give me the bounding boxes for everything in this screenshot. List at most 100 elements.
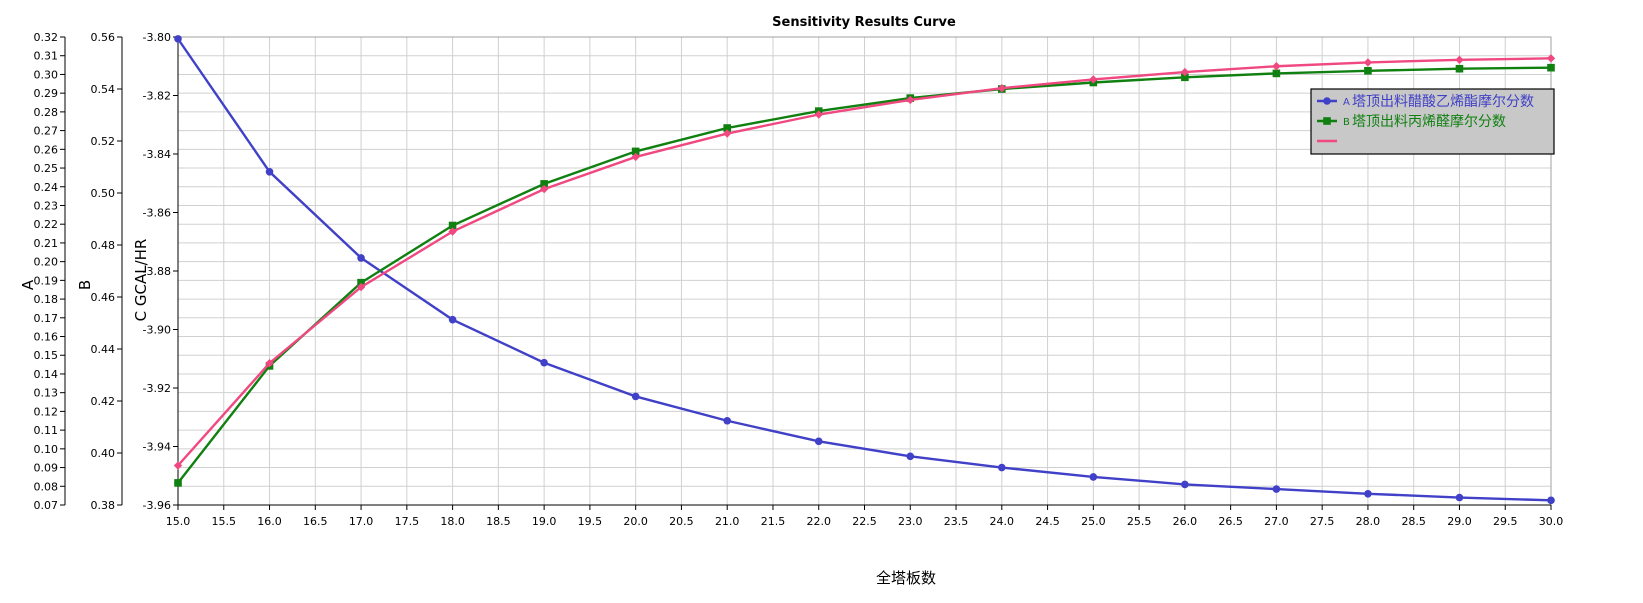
x-tick-label: 22.0 [806, 515, 831, 528]
data-point [265, 358, 274, 368]
y-tick-label-c: -3.96 [143, 499, 171, 512]
data-point [265, 167, 274, 176]
legend-marker [1323, 117, 1331, 125]
y-tick-label-a: 0.12 [34, 405, 59, 418]
x-tick-label: 25.5 [1127, 515, 1152, 528]
x-tick-label: 26.5 [1218, 515, 1243, 528]
x-tick-label: 23.0 [898, 515, 923, 528]
x-tick-label: 15.5 [212, 515, 237, 528]
y-tick-label-a: 0.21 [34, 237, 59, 250]
x-tick-label: 20.5 [669, 515, 694, 528]
x-tick-label: 19.0 [532, 515, 557, 528]
x-tick-label: 27.0 [1264, 515, 1289, 528]
y-tick-label-c: -3.92 [143, 382, 171, 395]
y-tick-label-b: 0.56 [91, 31, 116, 44]
x-tick-label: 28.0 [1356, 515, 1381, 528]
x-tick-label: 22.5 [852, 515, 877, 528]
x-tick-label: 16.5 [303, 515, 328, 528]
data-point [1455, 55, 1464, 65]
chart-title: Sensitivity Results Curve [772, 15, 956, 30]
x-tick-label: 19.5 [578, 515, 603, 528]
y-tick-label-a: 0.09 [34, 462, 59, 475]
y-tick-label-a: 0.10 [34, 443, 59, 456]
data-point [998, 463, 1006, 472]
data-point [540, 180, 548, 188]
y-tick-label-a: 0.08 [34, 480, 59, 493]
y-tick-label-a: 0.16 [34, 331, 59, 344]
x-tick-label: 28.5 [1401, 515, 1426, 528]
data-point [1180, 67, 1190, 77]
x-tick-label: 30.0 [1539, 515, 1564, 528]
y-tick-label-c: -3.84 [143, 148, 171, 161]
y-tick-label-c: -3.94 [143, 441, 171, 454]
series-line [177, 38, 1552, 502]
legend: A 塔顶出料醋酸乙烯酯摩尔分数 B 塔顶出料丙烯醛摩尔分数 [1310, 88, 1555, 155]
data-point [814, 437, 823, 446]
legend-prefix: B [1343, 117, 1350, 128]
data-point [448, 227, 457, 236]
data-point [357, 278, 365, 287]
y-tick-label-c: -3.88 [143, 265, 171, 278]
data-point [1455, 64, 1464, 73]
y-tick-label-a: 0.32 [34, 31, 59, 44]
y-tick-label-b: 0.42 [91, 395, 116, 408]
series-layer [173, 35, 1556, 505]
series-line [177, 57, 1552, 467]
x-tick-label: 17.5 [395, 515, 420, 528]
data-point [814, 110, 823, 119]
x-tick-label: 18.5 [486, 515, 511, 528]
y-tick-label-b: 0.54 [91, 83, 116, 96]
data-point [631, 152, 640, 162]
y-tick-label-a: 0.07 [34, 499, 59, 512]
x-tick-label: 17.0 [349, 515, 374, 528]
data-point [539, 184, 549, 194]
data-point [1546, 54, 1556, 63]
data-point [174, 35, 182, 43]
y-tick-label-c: -3.80 [143, 31, 171, 44]
data-point [1272, 485, 1281, 493]
x-tick-label: 29.0 [1447, 515, 1472, 528]
y-tick-label-b: 0.52 [91, 135, 116, 148]
y-tick-label-b: 0.40 [91, 447, 116, 460]
axes: 15.0 15.5 16.0 16.5 17.0 17.5 18.0 18.5 19.0 19.5… [34, 31, 1564, 528]
y-tick-label-a: 0.30 [34, 68, 59, 81]
series-line [177, 66, 1552, 484]
x-tick-label: 18.0 [440, 515, 465, 528]
legend-box [1310, 88, 1555, 155]
y-tick-label-a: 0.31 [34, 50, 59, 63]
y-tick-label-b: 0.48 [91, 239, 116, 252]
series-c [173, 54, 1556, 470]
grid [177, 36, 1552, 506]
y-axis-title-a: A [19, 279, 37, 290]
data-point [723, 124, 731, 132]
data-point [1547, 496, 1555, 505]
x-tick-label: 26.0 [1173, 515, 1198, 528]
y-tick-label-a: 0.28 [34, 106, 59, 119]
x-tick-label: 24.5 [1035, 515, 1060, 528]
y-tick-label-a: 0.19 [34, 274, 59, 287]
y-tick-label-a: 0.29 [34, 87, 59, 100]
data-point [1455, 493, 1464, 502]
y-tick-label-b: 0.44 [91, 343, 116, 356]
y-tick-label-c: -3.82 [143, 90, 171, 103]
y-tick-label-c: -3.86 [143, 207, 171, 220]
x-tick-label: 23.5 [944, 515, 969, 528]
y-tick-label-a: 0.23 [34, 199, 59, 212]
y-tick-label-a: 0.13 [34, 387, 59, 400]
x-tick-label: 21.0 [715, 515, 740, 528]
y-tick-label-a: 0.14 [34, 368, 59, 381]
data-point [1181, 73, 1189, 82]
legend-item: B 塔顶出料丙烯醛摩尔分数 [1317, 113, 1506, 130]
data-point [1272, 62, 1281, 71]
data-point [540, 358, 548, 367]
legend-item: A 塔顶出料醋酸乙烯酯摩尔分数 [1317, 93, 1534, 110]
y-tick-label-a: 0.17 [34, 312, 59, 325]
data-point [723, 416, 731, 425]
data-point [357, 254, 365, 262]
y-tick-label-a: 0.15 [34, 349, 59, 362]
y-tick-label-c: -3.90 [143, 324, 171, 337]
y-tick-label-a: 0.11 [34, 424, 59, 437]
data-point [1363, 58, 1373, 67]
legend-label: 塔顶出料丙烯醛摩尔分数 [1352, 113, 1506, 130]
data-point [906, 452, 915, 461]
